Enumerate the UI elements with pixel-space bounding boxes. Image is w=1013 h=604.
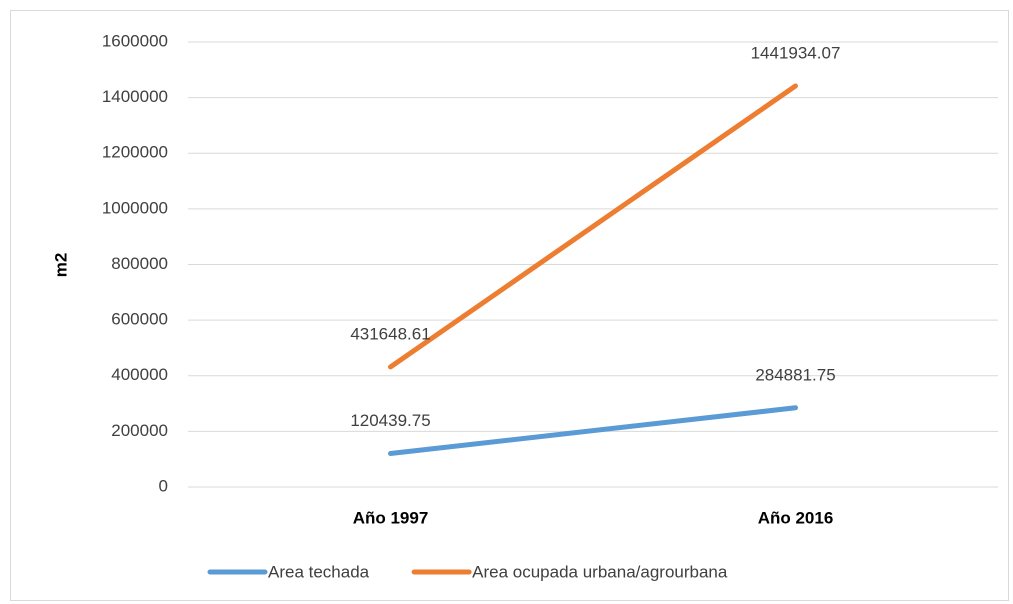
series-line: [388, 83, 798, 370]
x-tick-label: Año 1997: [353, 508, 429, 527]
y-tick-label: 400000: [111, 365, 168, 384]
y-tick-label: 1600000: [102, 31, 168, 50]
legend-label: Area ocupada urbana/agrourbana: [472, 562, 728, 581]
data-label: 284881.75: [755, 365, 835, 384]
legend-label: Area techada: [268, 562, 370, 581]
y-tick-label: 800000: [111, 254, 168, 273]
data-label: 1441934.07: [751, 43, 841, 62]
y-tick-label: 600000: [111, 310, 168, 329]
x-tick-label: Año 2016: [758, 508, 834, 527]
y-tick-label: 0: [159, 476, 168, 495]
data-label: 120439.75: [350, 411, 430, 430]
y-tick-label: 1400000: [102, 87, 168, 106]
chart-border: [10, 10, 1009, 601]
y-tick-label: 1200000: [102, 143, 168, 162]
data-label: 431648.61: [350, 324, 430, 343]
y-tick-label: 200000: [111, 421, 168, 440]
series-line: [388, 405, 798, 457]
y-axis-label: m2: [51, 253, 70, 278]
y-tick-label: 1000000: [102, 198, 168, 217]
